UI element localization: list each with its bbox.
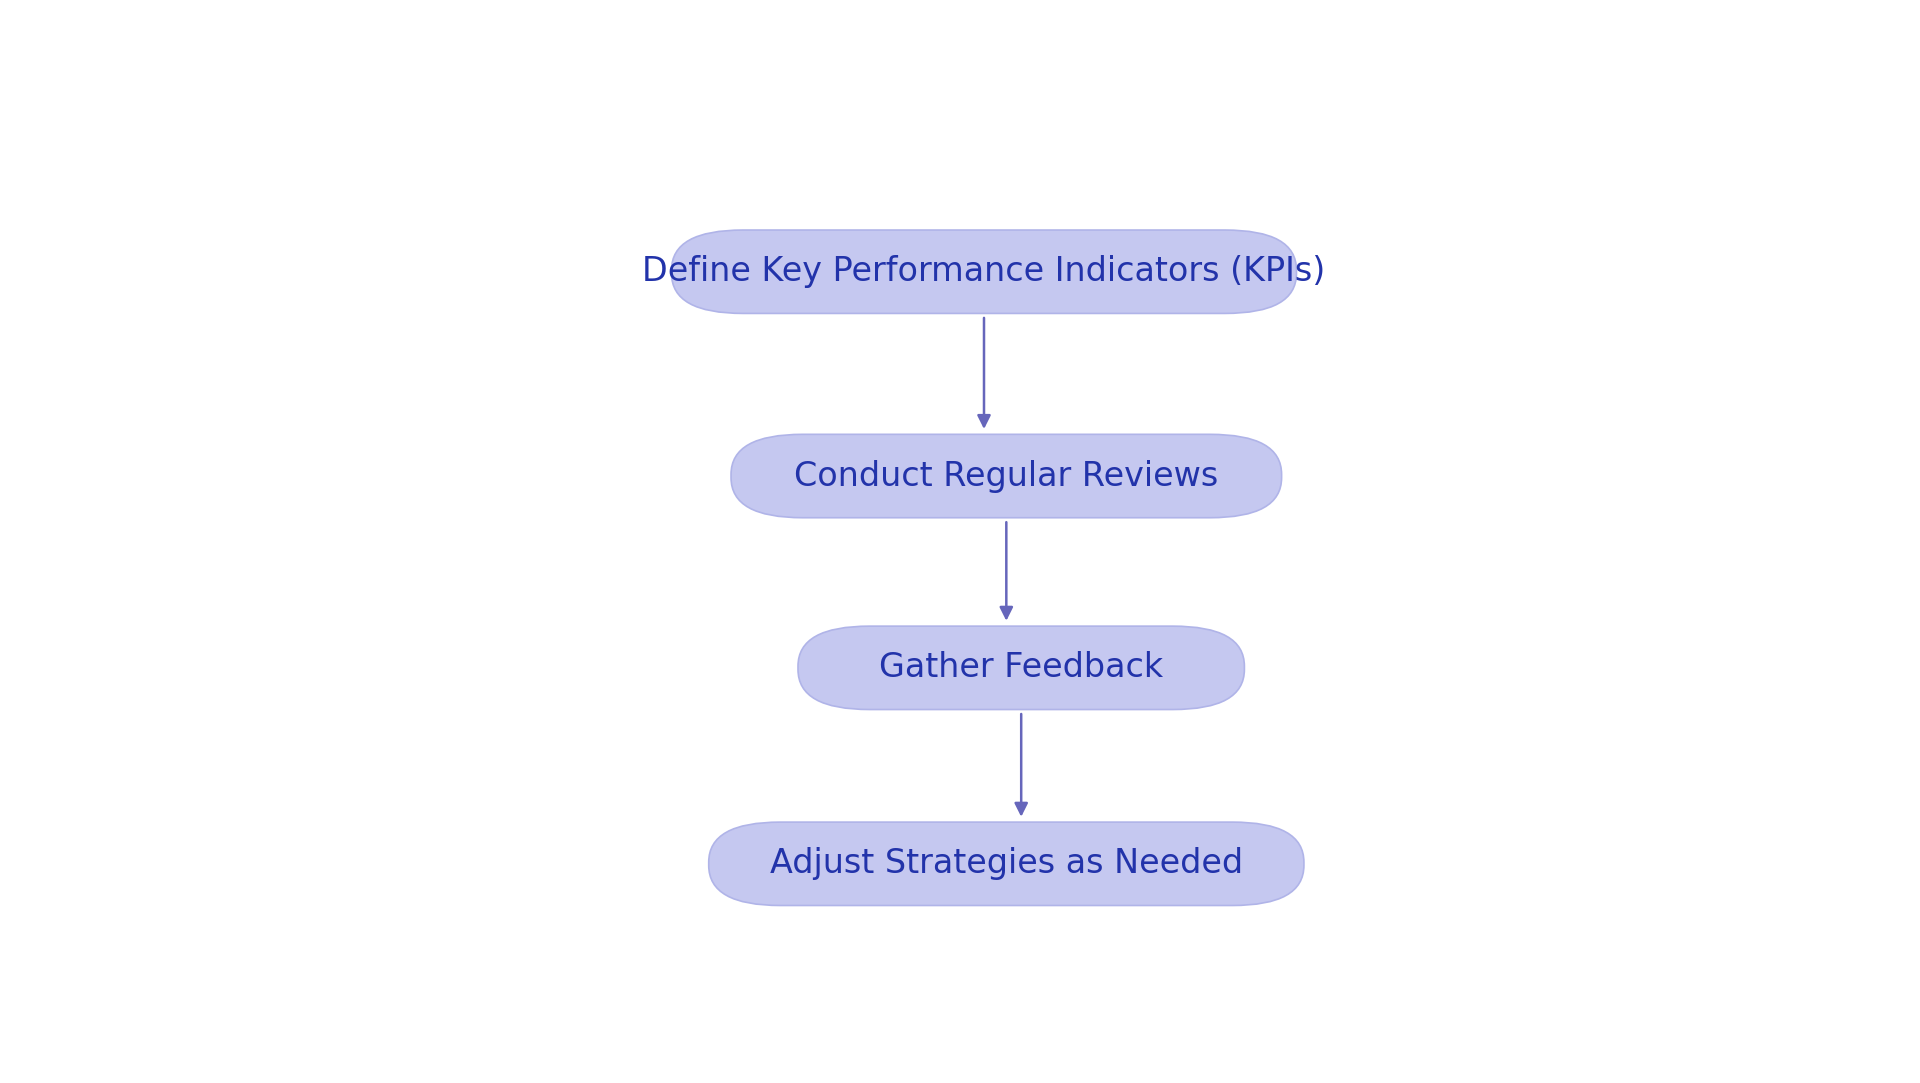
FancyBboxPatch shape <box>732 434 1283 518</box>
Text: Conduct Regular Reviews: Conduct Regular Reviews <box>795 459 1219 493</box>
FancyBboxPatch shape <box>672 230 1296 313</box>
FancyBboxPatch shape <box>708 822 1304 905</box>
Text: Adjust Strategies as Needed: Adjust Strategies as Needed <box>770 847 1242 880</box>
FancyBboxPatch shape <box>799 626 1244 709</box>
Text: Gather Feedback: Gather Feedback <box>879 651 1164 684</box>
Text: Define Key Performance Indicators (KPIs): Define Key Performance Indicators (KPIs) <box>643 256 1325 288</box>
